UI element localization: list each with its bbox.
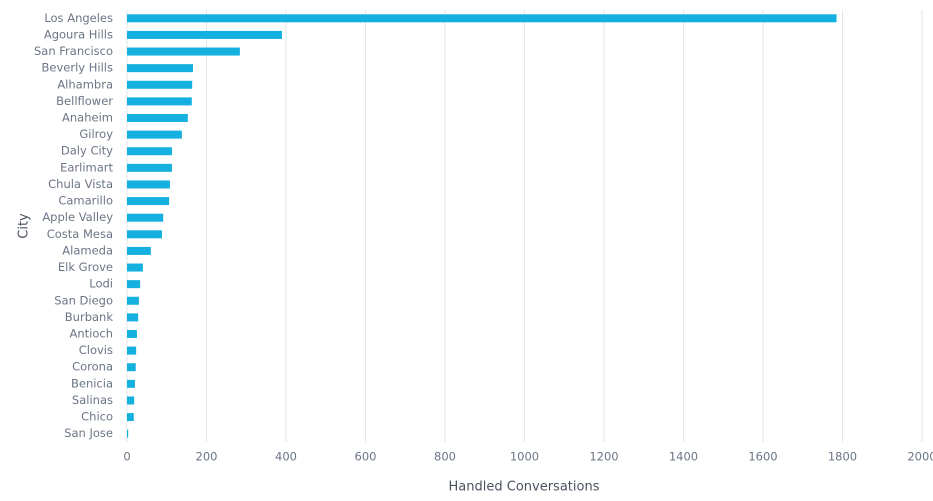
x-tick-label: 200 — [196, 450, 218, 464]
x-tick-label: 800 — [434, 450, 456, 464]
y-tick-label: Benicia — [71, 376, 113, 390]
y-tick-label: Earlimart — [60, 160, 113, 174]
x-tick-label: 1000 — [510, 450, 539, 464]
bar — [127, 197, 170, 206]
bar — [127, 80, 193, 89]
x-tick-label: 600 — [355, 450, 377, 464]
bar — [127, 313, 139, 322]
y-tick-label: Los Angeles — [44, 11, 113, 25]
y-tick-label: Anaheim — [62, 111, 113, 125]
bar — [127, 363, 136, 372]
y-tick-label: Lodi — [89, 277, 113, 291]
x-axis-title: Handled Conversations — [449, 480, 600, 495]
y-tick-label: Agoura Hills — [44, 27, 113, 41]
bar — [127, 213, 164, 222]
y-tick-label: Daly City — [61, 144, 113, 158]
y-tick-label: Beverly Hills — [42, 61, 113, 75]
bar — [127, 47, 240, 56]
x-tick-label: 0 — [123, 450, 130, 464]
bar — [127, 64, 193, 73]
bar — [127, 413, 134, 422]
y-tick-label: Apple Valley — [42, 210, 113, 224]
x-tick-label: 2000 — [907, 450, 933, 464]
y-tick-label: Chico — [81, 410, 113, 424]
bar — [127, 230, 162, 239]
bar — [127, 280, 141, 289]
bar — [127, 396, 135, 405]
y-tick-label: Antioch — [69, 327, 113, 341]
y-tick-label: Bellflower — [56, 94, 113, 108]
y-tick-label: Clovis — [79, 343, 113, 357]
y-tick-label: Chula Vista — [48, 177, 113, 191]
x-tick-label: 1600 — [748, 450, 777, 464]
bar — [127, 346, 137, 355]
bar — [127, 130, 182, 139]
y-tick-label: San Francisco — [34, 44, 113, 58]
bar — [127, 429, 129, 438]
bar — [127, 14, 837, 23]
x-tick-label: 1800 — [828, 450, 857, 464]
bar — [127, 180, 170, 189]
y-tick-label: Burbank — [65, 310, 114, 324]
y-tick-label: Alameda — [62, 243, 113, 257]
y-axis-title: City — [17, 213, 32, 239]
y-tick-label: San Jose — [64, 426, 113, 440]
y-tick-label: Corona — [72, 360, 113, 374]
y-tick-label: Gilroy — [79, 127, 113, 141]
bar — [127, 296, 139, 305]
y-tick-label: Alhambra — [57, 77, 113, 91]
bar — [127, 114, 188, 122]
y-tick-label: San Diego — [54, 293, 113, 307]
bar — [127, 379, 135, 388]
x-tick-label: 400 — [275, 450, 297, 464]
y-tick-label: Camarillo — [58, 194, 113, 208]
bar — [127, 97, 192, 106]
y-tick-label: Costa Mesa — [47, 227, 113, 241]
y-tick-label: Salinas — [72, 393, 113, 407]
bar — [127, 163, 172, 172]
bar — [127, 246, 151, 255]
x-tick-label: 1200 — [589, 450, 618, 464]
bar — [127, 263, 143, 272]
bar — [127, 30, 283, 39]
bar — [127, 147, 172, 156]
x-tick-label: 1400 — [669, 450, 698, 464]
bar — [127, 330, 137, 338]
y-tick-label: Elk Grove — [58, 260, 113, 274]
